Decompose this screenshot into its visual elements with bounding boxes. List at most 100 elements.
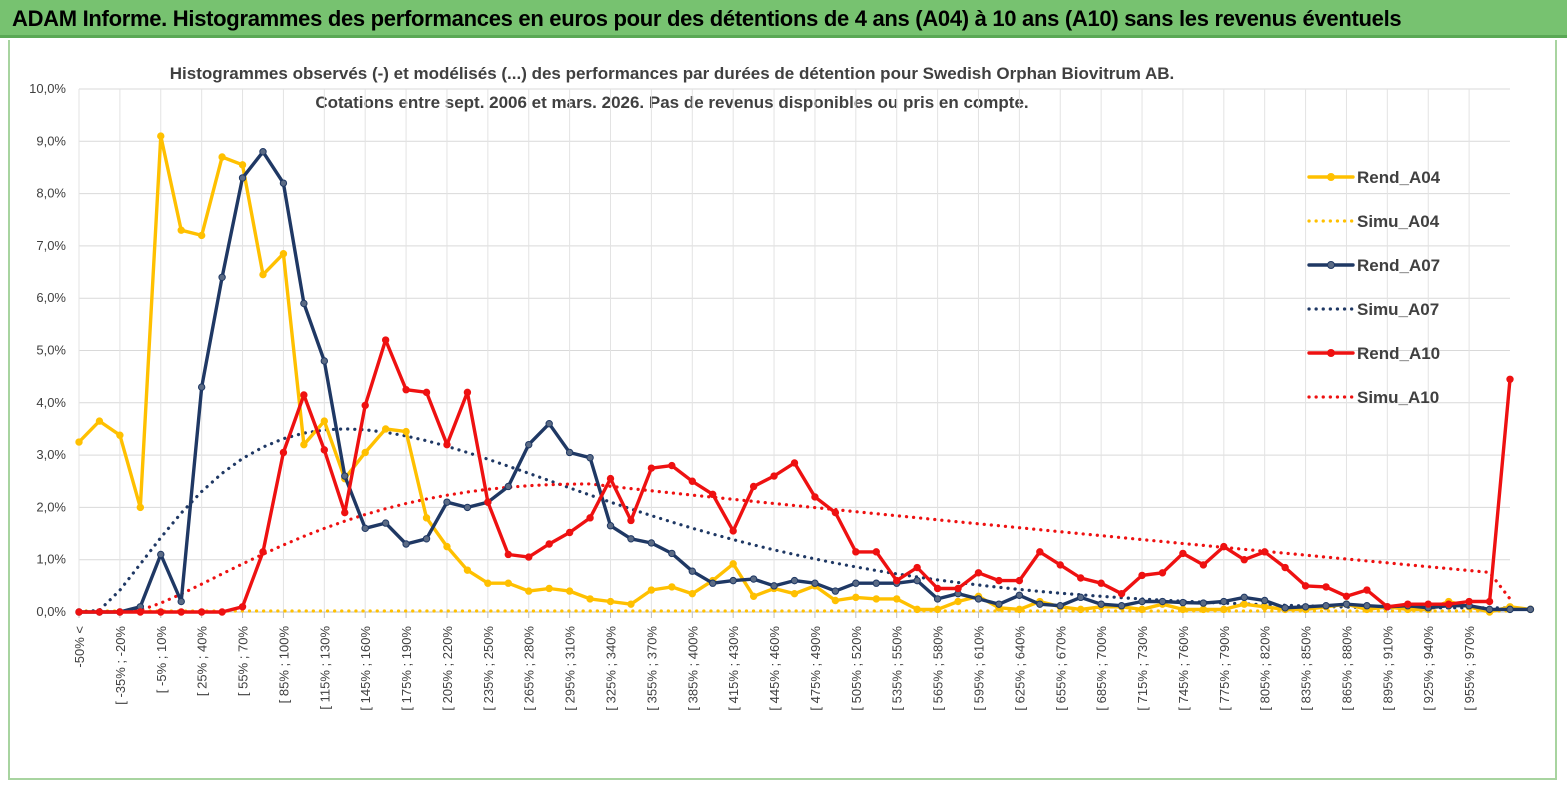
data-point	[688, 567, 696, 575]
data-point	[157, 550, 165, 559]
chart-title-line1: Histogrammes observés (-) et modélisés (…	[170, 64, 1175, 83]
data-point	[525, 440, 533, 449]
x-tick-label: [ 835% ; 850%	[1299, 626, 1314, 711]
data-point	[1138, 597, 1146, 606]
legend-label: Rend_A10	[1357, 344, 1440, 363]
series-simu-a10	[77, 482, 1512, 614]
data-point	[893, 595, 901, 603]
data-point	[1220, 605, 1228, 614]
data-point	[933, 605, 942, 614]
data-point	[1056, 561, 1064, 569]
data-point	[872, 579, 880, 587]
x-tick-label: [ 955% ; 970%	[1462, 626, 1477, 711]
data-point	[463, 566, 472, 574]
data-point	[1363, 586, 1371, 594]
data-point	[1220, 597, 1228, 606]
data-point	[381, 425, 390, 433]
data-point	[218, 273, 226, 281]
data-point	[1281, 563, 1289, 572]
data-point	[688, 589, 696, 598]
x-tick-label: [ 625% ; 640%	[1012, 626, 1027, 711]
y-tick-label: 7,0%	[36, 238, 66, 253]
legend-entry: Rend_A04	[1307, 168, 1441, 187]
data-point	[197, 608, 206, 616]
data-point	[1097, 579, 1105, 587]
data-point	[1404, 600, 1412, 608]
series-line	[77, 482, 1512, 614]
x-tick-label: [ 595% ; 610%	[971, 626, 986, 711]
data-point	[954, 597, 962, 606]
legend-label: Rend_A07	[1357, 256, 1440, 275]
x-tick-label: [ 295% ; 310%	[563, 626, 578, 711]
data-point	[484, 579, 492, 587]
data-point	[504, 579, 512, 587]
data-point	[300, 440, 308, 449]
series-line	[79, 338, 1512, 614]
data-point	[116, 431, 124, 439]
data-point	[1383, 603, 1392, 611]
data-point	[320, 357, 329, 365]
x-tick-label: [ 805% ; 820%	[1258, 626, 1273, 711]
data-point	[238, 161, 247, 169]
legend-marker	[1327, 261, 1335, 269]
data-point	[1036, 600, 1044, 608]
data-point	[95, 608, 104, 616]
data-point	[504, 550, 512, 559]
y-tick-label: 10,0%	[29, 81, 66, 96]
data-point	[1260, 548, 1269, 556]
data-point	[1240, 600, 1248, 608]
legend-marker	[1327, 173, 1335, 181]
data-point	[259, 270, 267, 279]
data-point	[95, 417, 104, 425]
series-rend-a10	[75, 336, 1514, 616]
data-point	[1281, 604, 1289, 612]
series-rend-a07	[75, 148, 1535, 616]
data-point	[197, 383, 206, 391]
data-point	[1015, 576, 1024, 585]
data-point	[1179, 598, 1187, 607]
x-tick-label: [ 355% ; 370%	[644, 626, 659, 711]
data-point	[259, 148, 267, 156]
data-point	[402, 427, 410, 436]
series-simu-a07	[77, 427, 1512, 614]
x-tick-label: [ 865% ; 880%	[1339, 626, 1354, 711]
data-point	[1526, 605, 1535, 614]
x-tick-label: [ 535% ; 550%	[890, 626, 905, 711]
data-point	[811, 493, 819, 501]
data-point	[606, 522, 615, 530]
data-point	[1342, 600, 1351, 608]
data-point	[606, 597, 615, 606]
x-tick-label: [ 265% ; 280%	[522, 626, 537, 711]
x-tick-label: [ 475% ; 490%	[808, 626, 823, 711]
x-tick-label: [ 925% ; 940%	[1421, 626, 1436, 711]
data-point	[1342, 592, 1351, 601]
series-line	[77, 134, 1531, 614]
data-point	[729, 527, 737, 535]
data-point	[1097, 600, 1105, 608]
data-point	[831, 596, 840, 605]
data-point	[913, 563, 921, 572]
data-point	[381, 519, 390, 527]
data-point	[525, 587, 533, 595]
data-point	[361, 401, 369, 410]
data-point	[197, 231, 206, 240]
data-point	[1322, 583, 1330, 591]
data-point	[974, 569, 983, 577]
x-tick-label: [ 55% ; 70%	[236, 626, 251, 697]
data-point	[361, 524, 369, 533]
legend: Rend_A04 Simu_A04 Rend_A07 Simu_A07 Rend_A10…	[1307, 168, 1441, 407]
data-point	[381, 336, 390, 344]
data-point	[463, 503, 472, 512]
data-point	[790, 589, 799, 598]
data-point	[1158, 597, 1167, 606]
data-point	[1015, 605, 1024, 614]
data-point	[749, 482, 758, 491]
data-point	[872, 548, 880, 556]
y-tick-label: 2,0%	[36, 499, 66, 514]
data-point	[341, 472, 349, 480]
data-point	[177, 597, 185, 606]
data-point	[1260, 596, 1269, 605]
data-point	[1506, 605, 1514, 614]
data-point	[893, 576, 901, 585]
